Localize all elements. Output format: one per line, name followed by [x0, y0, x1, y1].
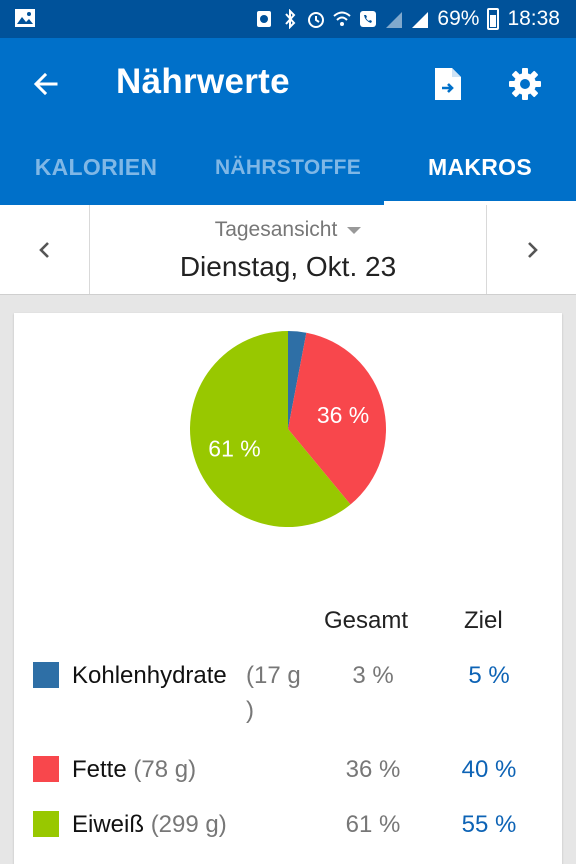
view-selector-label: Tagesansicht — [214, 218, 338, 241]
row-name-protein: Eiweiß (299 g) — [72, 811, 227, 839]
row-name-protein-label: Eiweiß — [72, 811, 145, 838]
bluetooth-icon — [285, 9, 296, 29]
export-button[interactable] — [428, 62, 468, 106]
status-bar: 69% 18:38 — [0, 0, 576, 38]
row-goal-protein: 55 % — [461, 811, 517, 838]
row-goal-carbs: 5 % — [468, 662, 510, 689]
tab-bar: KALORIEN NÄHRSTOFFE MAKROS — [0, 130, 576, 205]
column-header-goal: Ziel — [464, 607, 503, 634]
row-goal-fats: 40 % — [461, 756, 517, 783]
call-icon — [360, 11, 377, 27]
caret-down-icon — [347, 226, 362, 234]
pie-slice-carbs — [288, 331, 307, 429]
column-header-total: Gesamt — [324, 607, 409, 634]
macros-card: 36 % 61 % Gesamt Ziel Kohlenhydrate (17 g… — [14, 313, 562, 864]
pie-label-fats: 36 % — [317, 402, 369, 428]
current-date: Dienstag, Okt. 23 — [179, 251, 397, 282]
clock: 18:38 — [507, 7, 560, 30]
macro-pie-chart: 36 % 61 % — [189, 331, 386, 527]
chevron-left-icon — [38, 241, 49, 258]
page-title: Nährwerte — [116, 62, 290, 101]
tab-kalorien[interactable]: KALORIEN — [34, 154, 158, 180]
pie-label-protein: 61 % — [208, 435, 260, 461]
legend-swatch-carbs — [33, 662, 59, 688]
row-amount-carbs-line1: (17 g — [246, 662, 301, 689]
arrow-left-icon — [33, 72, 58, 96]
next-day-button[interactable] — [486, 205, 576, 294]
battery-icon — [487, 8, 500, 30]
recycle-icon — [257, 11, 272, 27]
row-amount-carbs-line2: ) — [246, 697, 254, 724]
row-total-fats: 36 % — [345, 756, 401, 783]
tab-makros[interactable]: MAKROS — [384, 130, 576, 205]
app-bar: Nährwerte — [0, 38, 576, 130]
legend-swatch-fats — [33, 756, 59, 782]
row-name-fats-label: Fette — [72, 756, 127, 783]
status-icons: 69% 18:38 — [255, 6, 560, 32]
image-notification-icon — [15, 9, 35, 27]
tab-naehrstoffe[interactable]: NÄHRSTOFFE — [214, 155, 362, 179]
view-selector[interactable]: Tagesansicht — [90, 218, 486, 242]
settings-button[interactable] — [504, 62, 546, 106]
document-export-icon — [435, 68, 461, 100]
signal-icon — [386, 12, 403, 28]
wifi-call-icon — [333, 11, 352, 26]
back-button[interactable] — [26, 64, 66, 104]
legend-swatch-protein — [33, 811, 59, 837]
row-amount-protein: (299 g) — [150, 811, 227, 838]
pie-slice-fats — [288, 332, 386, 505]
row-name-carbs: Kohlenhydrate — [72, 662, 227, 689]
gear-icon — [509, 68, 541, 100]
battery-percent: 69% — [437, 7, 480, 30]
row-total-protein: 61 % — [345, 811, 401, 838]
previous-day-button[interactable] — [0, 205, 90, 294]
row-amount-fats: (78 g) — [133, 756, 197, 783]
signal-icon-2 — [412, 12, 429, 28]
pie-slice-protein — [189, 331, 351, 527]
row-amount-carbs: (17 g ) — [246, 658, 301, 728]
row-total-carbs: 3 % — [352, 662, 394, 689]
alarm-icon — [308, 12, 325, 28]
date-display[interactable]: Tagesansicht Dienstag, Okt. 23 — [90, 205, 486, 294]
date-navigator: Tagesansicht Dienstag, Okt. 23 — [0, 205, 576, 295]
chevron-right-icon — [527, 241, 538, 258]
row-name-fats: Fette (78 g) — [72, 756, 196, 784]
